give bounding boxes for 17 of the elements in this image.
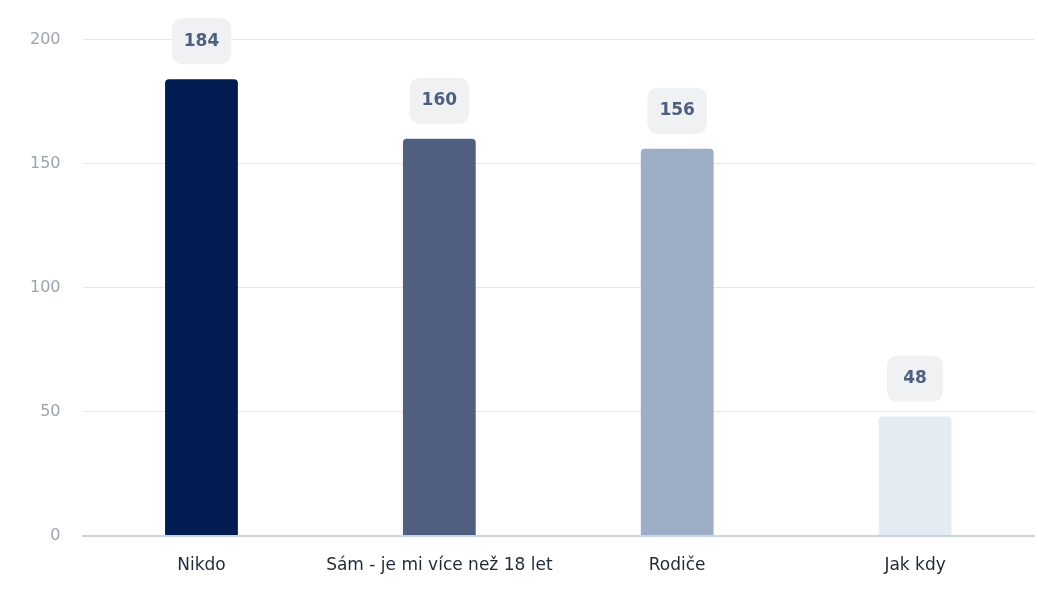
- y-tick-label: 200: [29, 28, 61, 48]
- y-tick-label: 100: [29, 276, 61, 296]
- x-tick-label: Sám - je mi více než 18 let: [326, 554, 553, 575]
- bar: [640, 148, 714, 536]
- y-tick-label: 150: [29, 152, 61, 172]
- data-label: 160: [421, 89, 458, 110]
- bar: [165, 79, 238, 536]
- data-label: 156: [659, 99, 695, 120]
- x-tick-label: Rodiče: [648, 554, 706, 575]
- data-label: 184: [183, 29, 220, 50]
- bar: [878, 416, 952, 536]
- bar: [402, 138, 476, 536]
- data-label: 48: [903, 366, 927, 387]
- x-tick-label: Nikdo: [177, 554, 226, 575]
- x-tick-label: Jak kdy: [883, 554, 946, 575]
- y-tick-label: 50: [40, 400, 61, 420]
- y-tick-label: 0: [50, 524, 61, 544]
